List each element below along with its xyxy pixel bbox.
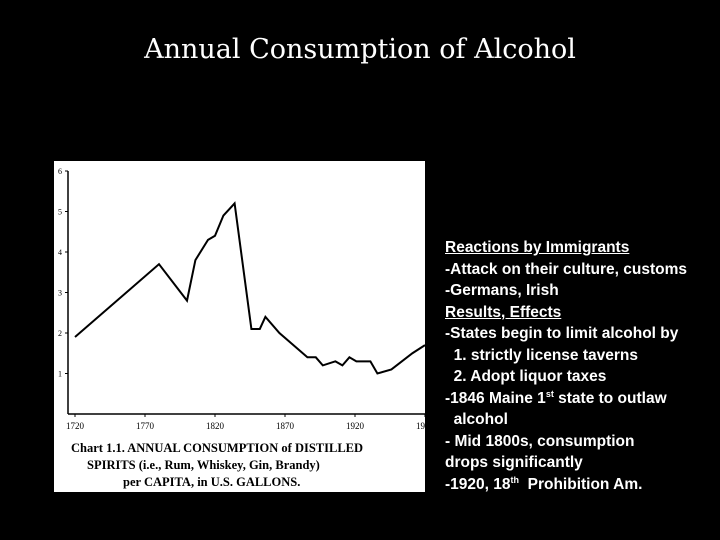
y-tick-label: 2 xyxy=(58,329,62,338)
text-line: -1846 Maine 1st state to outlaw xyxy=(445,388,720,410)
line-text: -States begin to limit alcohol by xyxy=(445,325,679,342)
line-text: Reactions by Immigrants xyxy=(445,239,630,256)
text-line: -Attack on their culture, customs xyxy=(445,259,720,281)
chart-caption: per CAPITA, in U.S. GALLONS. xyxy=(123,475,300,489)
x-tick-label: 1770 xyxy=(136,421,155,431)
x-tick-label: 1720 xyxy=(66,421,85,431)
line-text: -Attack on their culture, customs xyxy=(445,260,688,278)
line-text: -1920, 18 xyxy=(445,475,511,493)
y-tick-label: 3 xyxy=(58,289,62,298)
x-tick-label: 1970 xyxy=(416,421,426,431)
x-tick-label: 1870 xyxy=(276,421,295,431)
chart: 1 2 3 4 5 6 1720 1770 1820 1870 1920 1970 Chart 1.1.… xyxy=(53,160,426,493)
chart-caption: Chart 1.1. ANNUAL CONSUMPTION of DISTILL… xyxy=(71,441,363,455)
superscript: th xyxy=(510,474,520,485)
line-text: drops significantly xyxy=(445,454,583,471)
text-line: -1920, 18th Prohibition Am. xyxy=(445,474,720,496)
text-line: 1. strictly license taverns xyxy=(445,345,720,367)
data-line xyxy=(74,201,426,375)
line-text: state to outlaw xyxy=(553,389,667,407)
text-line: alcohol xyxy=(445,409,720,431)
text-box: Reactions by Immigrants -Attack on their … xyxy=(445,237,720,495)
line-text: 2. Adopt liquor taxes xyxy=(445,368,607,385)
text-line: 2. Adopt liquor taxes xyxy=(445,366,720,388)
text-line: - Mid 1800s, consumption xyxy=(445,431,720,453)
slide-title: Annual Consumption of Alcohol xyxy=(144,34,576,65)
x-tick-label: 1820 xyxy=(206,421,225,431)
y-tick-label: 6 xyxy=(58,167,62,176)
chart-frame xyxy=(53,160,426,493)
line-text: - Mid 1800s, consumption xyxy=(445,432,635,450)
y-tick-label: 1 xyxy=(58,370,62,379)
text-line: -Germans, Irish xyxy=(445,280,720,302)
text-line: drops significantly xyxy=(445,452,720,474)
text-line: Results, Effects xyxy=(445,302,720,324)
line-text: -Germans, Irish xyxy=(445,282,559,299)
superscript: st xyxy=(545,388,554,399)
y-tick-label: 4 xyxy=(58,248,62,257)
line-text: alcohol xyxy=(445,411,508,428)
line-text: Prohibition Am. xyxy=(519,475,643,493)
chart-caption: SPIRITS (i.e., Rum, Whiskey, Gin, Brandy… xyxy=(87,458,320,472)
text-line: -States begin to limit alcohol by xyxy=(445,323,720,345)
x-tick-label: 1920 xyxy=(346,421,365,431)
line-text: Results, Effects xyxy=(445,303,562,321)
y-tick-label: 5 xyxy=(58,208,62,217)
text-line: Reactions by Immigrants xyxy=(445,237,720,259)
line-text: 1. strictly license taverns xyxy=(445,346,638,364)
line-text: -1846 Maine 1 xyxy=(445,389,546,407)
